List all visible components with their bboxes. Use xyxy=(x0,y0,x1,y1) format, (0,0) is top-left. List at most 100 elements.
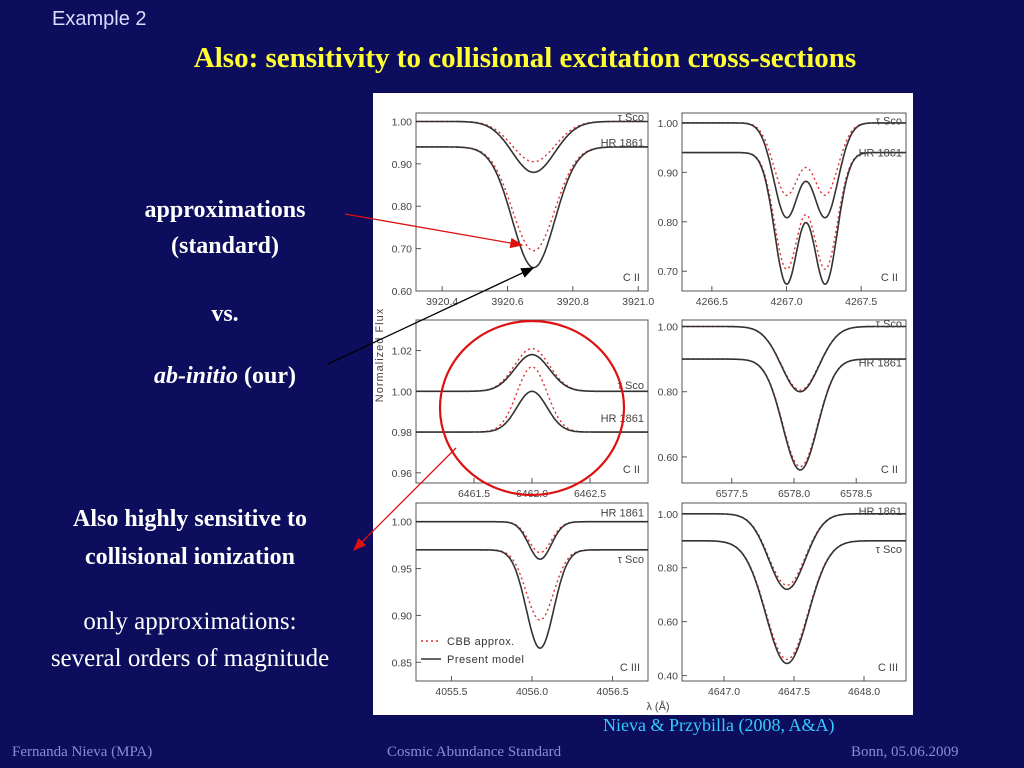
only-approximations-line-1: only approximations: xyxy=(83,608,297,635)
spectrum-panel: 1.00 0.80 0.60 0.40 4647.0 4647.5 4648.0 HR 186… xyxy=(658,502,907,698)
y-tick-label: 0.80 xyxy=(392,201,413,213)
x-tick-label: 4267.0 xyxy=(770,296,802,308)
y-tick-label: 0.80 xyxy=(658,217,679,229)
y-tick-label: 0.70 xyxy=(392,244,413,256)
y-tick-label: 0.60 xyxy=(658,452,679,464)
spectrum-panel: 1.00 0.95 0.90 0.85 4055.5 4056.0 4056.5 HR 186… xyxy=(392,502,649,698)
star-label: HR 1861 xyxy=(859,506,902,518)
model-profile-line xyxy=(682,151,906,286)
footer-author: Fernanda Nieva (MPA) xyxy=(12,744,153,760)
star-label: τ Sco xyxy=(618,554,644,566)
x-tick-label: 6461.5 xyxy=(458,488,490,500)
star-label: τ Sco xyxy=(876,318,902,330)
y-tick-label: 0.40 xyxy=(658,671,679,683)
star-label: τ Sco xyxy=(876,115,902,127)
ionization-label: Also highly sensitive to collisional ion… xyxy=(10,500,370,576)
y-tick-label: 1.00 xyxy=(658,322,679,334)
x-tick-label: 6462.5 xyxy=(574,488,606,500)
model-profile-line xyxy=(682,358,906,471)
y-tick-label: 0.70 xyxy=(658,266,679,278)
star-label: τ Sco xyxy=(618,112,644,124)
ionization-line-2: collisional ionization xyxy=(84,544,296,570)
citation: Nieva & Przybilla (2008, A&A) xyxy=(603,715,835,735)
legend-approx-label: CBB approx. xyxy=(447,636,515,648)
star-label: HR 1861 xyxy=(601,507,644,519)
y-tick-label: 0.95 xyxy=(392,564,413,576)
model-profile-line xyxy=(416,390,648,433)
spectrum-panel: 1.00 0.90 0.80 0.70 4266.5 4267.0 4267.5 τ Sco H… xyxy=(658,112,907,308)
y-tick-label: 1.00 xyxy=(392,116,413,128)
ab-initio-label: ab-initio (our) xyxy=(110,358,340,394)
star-label: τ Sco xyxy=(618,380,644,392)
y-tick-label: 0.80 xyxy=(658,387,679,399)
spectra-svg: Normalized Flux λ (Å) 1.00 0.90 0.80 0.70 0.… xyxy=(374,112,907,713)
footer-date: Bonn, 05.06.2009 xyxy=(851,744,959,760)
x-tick-label: 3920.8 xyxy=(557,296,589,308)
x-tick-label: 4056.5 xyxy=(596,686,628,698)
ion-label: C II xyxy=(623,272,640,284)
x-tick-label: 6578.0 xyxy=(778,488,810,500)
x-tick-label: 4266.5 xyxy=(696,296,728,308)
y-tick-label: 1.00 xyxy=(392,517,413,529)
spectra-figure: Normalized Flux λ (Å) 1.00 0.90 0.80 0.70 0.… xyxy=(373,93,913,715)
star-label: HR 1861 xyxy=(859,148,902,160)
legend: CBB approx. Present model xyxy=(421,636,524,666)
model-profile-line xyxy=(682,539,906,665)
ion-label: C III xyxy=(620,662,640,674)
model-profile-line xyxy=(682,325,906,393)
panel-frame xyxy=(681,112,907,292)
abinitio-arrow xyxy=(327,267,535,365)
y-tick-label: 0.60 xyxy=(392,286,413,298)
y-axis-label: Normalized Flux xyxy=(374,308,386,402)
model-profile-line xyxy=(416,120,648,174)
y-tick-label: 0.96 xyxy=(392,468,413,480)
ionization-line-1: Also highly sensitive to xyxy=(72,506,308,532)
x-tick-label: 4647.0 xyxy=(708,686,740,698)
star-label: HR 1861 xyxy=(859,357,902,369)
highlight-circle xyxy=(438,319,626,497)
star-label: τ Sco xyxy=(876,544,902,556)
ion-label: C III xyxy=(878,662,898,674)
ion-label: C II xyxy=(623,464,640,476)
x-tick-label: 3920.4 xyxy=(426,296,458,308)
model-profile-line xyxy=(416,548,648,650)
only-approximations-note: only approximations: several orders of m… xyxy=(0,603,380,677)
x-tick-label: 4055.5 xyxy=(435,686,467,698)
model-profile-line xyxy=(416,146,648,269)
y-tick-label: 0.85 xyxy=(392,657,413,669)
spectrum-panel: 1.00 0.90 0.80 0.70 0.60 3920.4 3920.6 3920.8 39… xyxy=(392,112,655,308)
ab-initio-italic: ab-initio xyxy=(154,363,239,389)
model-profile-line xyxy=(416,353,648,393)
approximations-text: approximations xyxy=(144,197,306,223)
ionization-arrow xyxy=(353,447,457,551)
example-label: Example 2 xyxy=(52,8,147,30)
x-tick-label: 3920.6 xyxy=(491,296,523,308)
x-tick-label: 4267.5 xyxy=(845,296,877,308)
y-tick-label: 0.90 xyxy=(392,159,413,171)
star-label: HR 1861 xyxy=(601,138,644,150)
y-tick-label: 1.00 xyxy=(658,509,679,521)
panel-frame xyxy=(415,112,649,292)
x-tick-label: 6578.5 xyxy=(840,488,872,500)
x-axis-label: λ (Å) xyxy=(646,700,669,713)
y-tick-label: 1.00 xyxy=(658,118,679,130)
spectrum-panel: 1.00 0.80 0.60 6577.5 6578.0 6578.5 τ Sco HR 18… xyxy=(658,318,907,500)
x-tick-label: 6577.5 xyxy=(716,488,748,500)
x-tick-label: 4056.0 xyxy=(516,686,548,698)
model-profile-line xyxy=(416,520,648,561)
approx-arrow xyxy=(344,213,524,249)
y-tick-label: 0.90 xyxy=(392,610,413,622)
x-tick-label: 4647.5 xyxy=(778,686,810,698)
our-text: (our) xyxy=(238,363,296,389)
y-tick-label: 0.80 xyxy=(658,563,679,575)
vs-label: vs. xyxy=(211,301,239,327)
x-tick-label: 4648.0 xyxy=(848,686,880,698)
ion-label: C II xyxy=(881,272,898,284)
standard-text: (standard) xyxy=(170,233,279,259)
footer-title: Cosmic Abundance Standard xyxy=(387,744,562,760)
y-tick-label: 0.60 xyxy=(658,617,679,629)
y-tick-label: 0.98 xyxy=(392,427,413,439)
y-tick-label: 0.90 xyxy=(658,167,679,179)
